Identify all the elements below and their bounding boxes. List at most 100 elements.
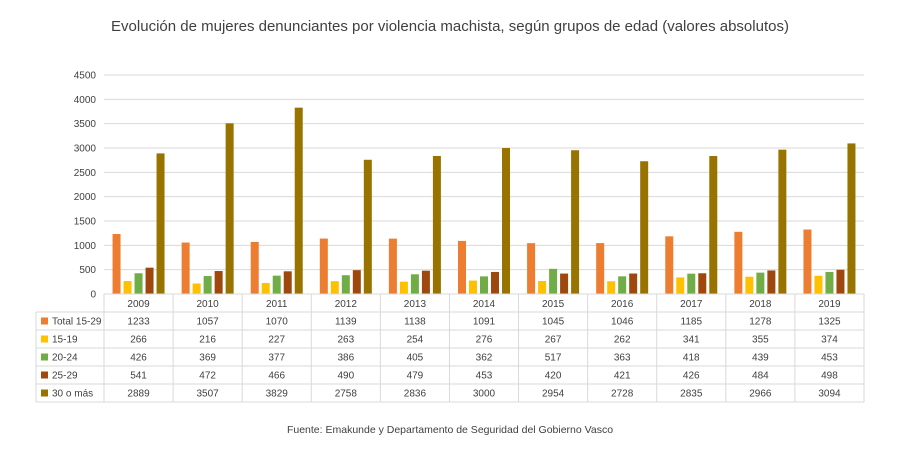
bar-total-15-29-2009 <box>112 233 121 294</box>
bar-20-24-2010 <box>203 276 212 294</box>
y-tick-label: 3000 <box>74 144 97 155</box>
data-label: 1139 <box>335 317 357 328</box>
x-tick-label: 2012 <box>335 299 358 310</box>
bar-15-19-2018 <box>745 276 754 294</box>
bar-total-15-29-2013 <box>388 238 397 294</box>
bar-15-19-2011 <box>261 282 270 294</box>
bars <box>112 107 856 295</box>
legend-swatch <box>41 317 48 325</box>
y-tick-label: 0 <box>90 290 96 301</box>
data-label: 498 <box>821 371 838 382</box>
bar-30-o-más-2016 <box>640 161 649 294</box>
legend-swatch <box>41 371 48 379</box>
data-label: 374 <box>821 335 838 346</box>
bar-total-15-29-2019 <box>803 229 812 294</box>
data-label: 2836 <box>404 389 427 400</box>
bar-15-19-2014 <box>469 280 477 294</box>
y-tick-label: 2500 <box>74 168 97 179</box>
bar-30-o-más-2014 <box>502 148 510 294</box>
bar-20-24-2013 <box>410 274 419 294</box>
x-tick-label: 2013 <box>404 299 427 310</box>
data-label: 405 <box>407 353 424 364</box>
data-label: 362 <box>476 353 493 364</box>
gridlines <box>104 74 864 295</box>
data-label: 426 <box>130 353 147 364</box>
data-label: 263 <box>337 335 354 346</box>
x-tick-label: 2015 <box>542 299 565 310</box>
legend-swatch <box>41 335 48 343</box>
data-label: 254 <box>407 335 424 346</box>
bar-30-o-más-2011 <box>294 107 303 294</box>
bar-20-24-2009 <box>134 273 143 294</box>
bar-25-29-2017 <box>698 273 707 294</box>
bar-20-24-2014 <box>480 276 488 294</box>
data-label: 2889 <box>127 389 150 400</box>
bar-15-19-2015 <box>538 281 547 294</box>
data-label: 421 <box>614 371 631 382</box>
bar-30-o-más-2019 <box>847 143 856 294</box>
data-label: 453 <box>821 353 838 364</box>
data-label: 216 <box>199 335 216 346</box>
bar-30-o-más-2009 <box>156 153 165 294</box>
bar-25-29-2014 <box>491 271 499 294</box>
bar-total-15-29-2010 <box>181 242 190 294</box>
bar-total-15-29-2014 <box>458 240 466 294</box>
y-tick-label: 4000 <box>74 95 97 106</box>
bar-15-19-2010 <box>192 283 201 294</box>
legend-label: 30 o más <box>52 389 93 400</box>
bar-total-15-29-2011 <box>250 241 259 294</box>
data-label: 369 <box>199 353 216 364</box>
x-tick-label: 2014 <box>473 299 496 310</box>
x-tick-label: 2016 <box>611 299 634 310</box>
legend-swatch <box>41 389 48 397</box>
data-label: 3000 <box>473 389 496 400</box>
bar-25-29-2016 <box>629 273 638 294</box>
data-label: 267 <box>545 335 562 346</box>
data-label: 484 <box>752 371 769 382</box>
data-label: 266 <box>130 335 147 346</box>
data-label: 466 <box>268 371 285 382</box>
data-label: 2758 <box>335 389 358 400</box>
data-table: 2009 2010 2011 2012 2013 2014 2015 2016 2017 2018… <box>35 293 865 403</box>
bar-15-19-2017 <box>676 277 685 294</box>
data-label: 2954 <box>542 389 565 400</box>
data-label: 2728 <box>611 389 634 400</box>
data-label: 355 <box>752 335 769 346</box>
bar-15-19-2009 <box>123 281 132 294</box>
data-label: 1185 <box>681 317 703 328</box>
data-label: 472 <box>199 371 216 382</box>
data-label: 426 <box>683 371 700 382</box>
bar-20-24-2012 <box>341 275 350 294</box>
data-label: 1278 <box>749 317 772 328</box>
bar-30-o-más-2017 <box>709 156 718 294</box>
legend-label: 25-29 <box>52 371 78 382</box>
data-label: 227 <box>268 335 285 346</box>
bar-total-15-29-2012 <box>319 238 328 294</box>
data-label: 1138 <box>404 317 426 328</box>
bar-25-29-2015 <box>560 273 569 294</box>
data-label: 517 <box>545 353 562 364</box>
bar-25-29-2011 <box>283 271 292 294</box>
data-label: 2835 <box>680 389 703 400</box>
data-label: 1045 <box>542 317 565 328</box>
data-label: 276 <box>476 335 493 346</box>
x-tick-label: 2019 <box>818 299 841 310</box>
data-label: 377 <box>268 353 285 364</box>
bar-25-29-2018 <box>767 270 776 294</box>
data-label: 439 <box>752 353 769 364</box>
y-tick-label: 2000 <box>74 192 97 203</box>
data-label: 420 <box>545 371 562 382</box>
bar-25-29-2009 <box>145 267 154 294</box>
legend-swatch <box>41 353 48 361</box>
x-tick-label: 2010 <box>197 299 220 310</box>
bar-20-24-2018 <box>756 272 765 294</box>
data-label: 262 <box>614 335 631 346</box>
y-tick-label: 3500 <box>74 119 97 130</box>
y-tick-label: 500 <box>79 265 96 276</box>
data-label: 1046 <box>611 317 634 328</box>
y-tick-label: 1500 <box>74 217 97 228</box>
data-label: 386 <box>337 353 354 364</box>
data-label: 3829 <box>266 389 289 400</box>
bar-15-19-2019 <box>814 275 823 294</box>
